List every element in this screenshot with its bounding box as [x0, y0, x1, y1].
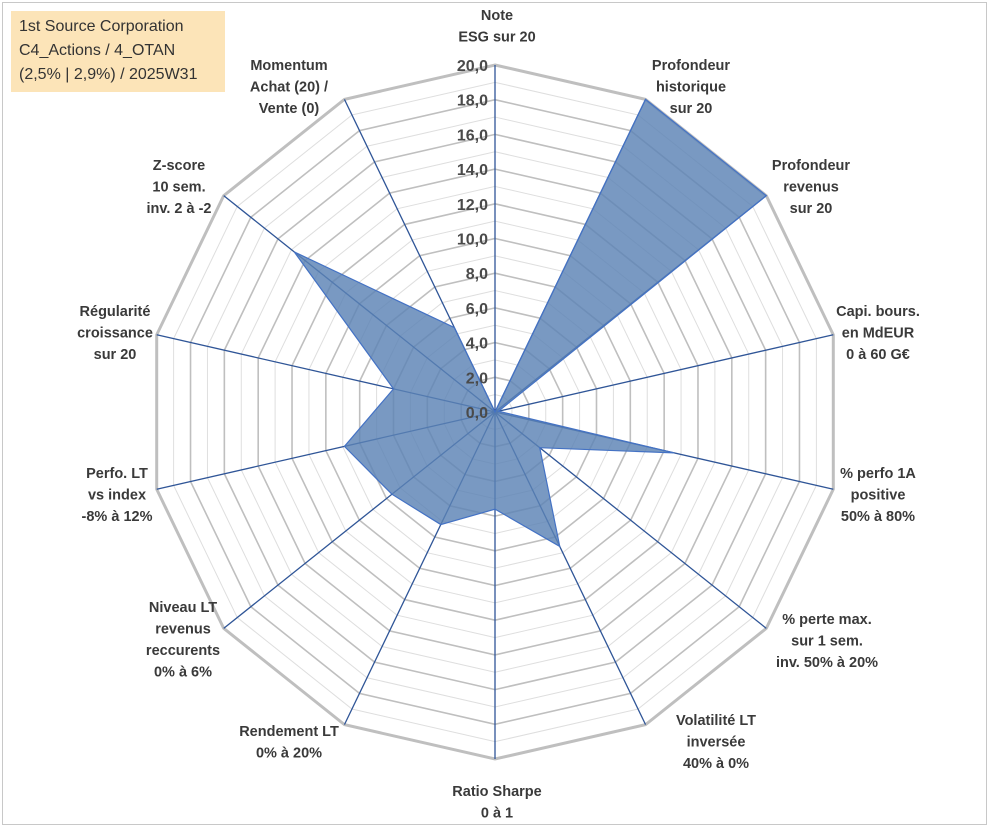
title-category: C4_Actions / 4_OTAN [19, 42, 176, 59]
axis-label: Ratio Sharpe 0 à 1 [452, 784, 541, 822]
axis-label: Profondeur historique sur 20 [652, 58, 730, 117]
axis-label: Rendement LT 0% à 20% [239, 724, 339, 762]
axis-label: Profondeur revenus sur 20 [772, 158, 850, 217]
series-area [293, 98, 768, 548]
tick-label: 14,0 [457, 162, 488, 179]
axis-label: % perte max. sur 1 sem. inv. 50% à 20% [776, 612, 878, 671]
tick-label: 8,0 [466, 266, 488, 283]
axis-label: Niveau LT revenus reccurents 0% à 6% [146, 600, 220, 681]
tick-label: 16,0 [457, 127, 488, 144]
title-company: 1st Source Corporation [19, 18, 184, 35]
tick-label: 6,0 [466, 301, 488, 318]
tick-label: 10,0 [457, 232, 488, 249]
axis-label: Capi. bours. en MdEUR 0 à 60 G€ [836, 304, 920, 363]
axis-label: Note ESG sur 20 [458, 8, 535, 46]
tick-label: 4,0 [466, 336, 488, 353]
tick-label: 0,0 [466, 405, 488, 422]
title-period: (2,5% | 2,9%) / 2025W31 [19, 66, 198, 83]
axis-label: Volatilité LT inversée 40% à 0% [676, 713, 756, 772]
tick-label: 20,0 [457, 58, 488, 75]
title-box: 1st Source Corporation C4_Actions / 4_OT… [11, 11, 225, 92]
tick-label: 2,0 [466, 370, 488, 387]
tick-label: 18,0 [457, 93, 488, 110]
axis-spoke [494, 334, 834, 413]
axis-label: Momentum Achat (20) / Vente (0) [250, 58, 328, 117]
axis-label: Régularité croissance sur 20 [77, 304, 153, 363]
axis-label: % perfo 1A positive 50% à 80% [840, 466, 916, 525]
tick-label: 12,0 [457, 197, 488, 214]
axis-label: Perfo. LT vs index -8% à 12% [82, 466, 153, 525]
axis-label: Z-score 10 sem. inv. 2 à -2 [146, 158, 211, 217]
